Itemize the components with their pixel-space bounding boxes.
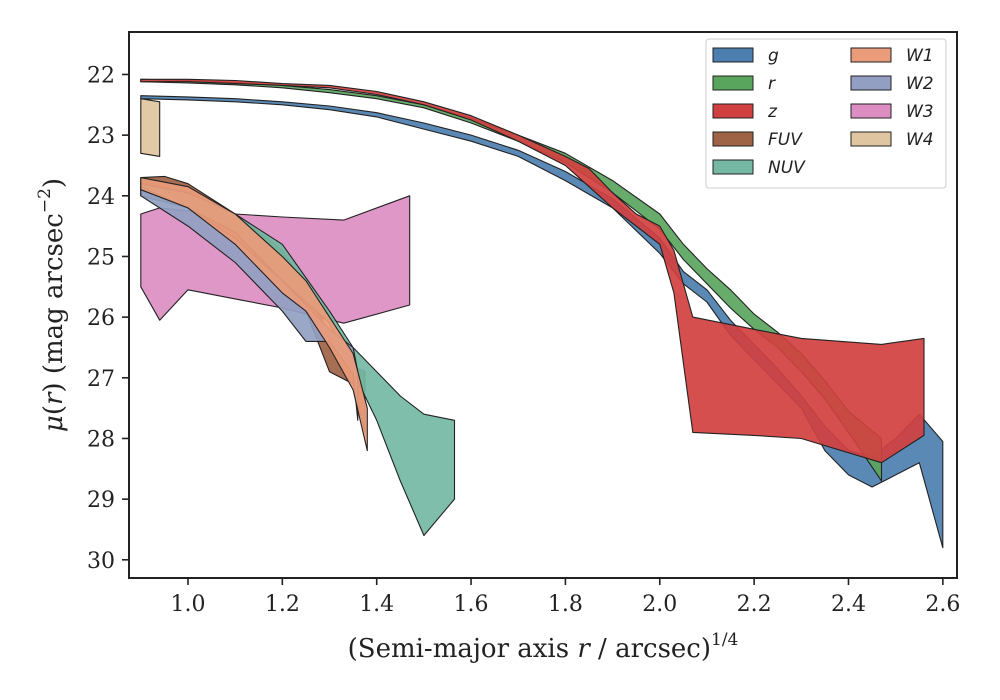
legend-label-NUV: NUV — [768, 158, 806, 178]
legend-label-W4: W4 — [906, 130, 934, 150]
legend-swatch-r — [712, 75, 754, 91]
series-band-W4 — [140, 98, 161, 157]
series-band-z — [140, 78, 925, 464]
legend-label-r: r — [768, 74, 776, 94]
x-tick-label: 1.2 — [265, 592, 300, 617]
legend-swatch-FUV — [712, 131, 754, 147]
series-band-W1 — [140, 177, 368, 452]
legend: grz FUV NUV W1 W2 W3 W4 — [705, 38, 947, 189]
y-tick-label: 30 — [87, 549, 115, 574]
series-band-g — [140, 95, 944, 549]
y-tick-label: 25 — [87, 245, 115, 270]
legend-label-W2: W2 — [906, 74, 934, 94]
y-tick-label: 22 — [87, 63, 115, 88]
x-tick-label: 2.2 — [737, 592, 772, 617]
legend-label-g: g — [768, 46, 779, 66]
x-axis-label: (Semi-major axis r / arcsec)1/4 — [348, 630, 739, 664]
legend-swatch-g — [712, 47, 754, 63]
y-tick-label: 23 — [87, 124, 115, 149]
y-tick-label: 26 — [87, 306, 115, 331]
x-tick-label: 2.6 — [925, 592, 960, 617]
plot-frame — [128, 31, 958, 579]
legend-swatch-W3 — [850, 103, 892, 119]
legend-label-W3: W3 — [906, 102, 934, 122]
x-tick-label: 1.6 — [454, 592, 489, 617]
legend-label-W1: W1 — [906, 46, 934, 66]
legend-swatch-z — [712, 103, 754, 119]
legend-swatch-NUV — [712, 159, 754, 175]
x-tick-label: 1.0 — [170, 592, 205, 617]
legend-label-z: z — [767, 102, 778, 122]
y-tick-label: 28 — [87, 427, 115, 452]
y-tick-label: 24 — [87, 185, 115, 210]
legend-swatch-W4 — [850, 131, 892, 147]
legend-swatch-W2 — [850, 75, 892, 91]
y-axis: 22 23 24 25 26 27 28 29 30 — [87, 63, 129, 574]
x-tick-label: 1.8 — [548, 592, 583, 617]
y-tick-label: 27 — [87, 367, 115, 392]
x-axis: 1.0 1.2 1.4 1.6 1.8 2.0 2.2 2.4 2.6 — [170, 578, 960, 617]
x-tick-label: 2.4 — [831, 592, 866, 617]
series-layer — [140, 78, 944, 549]
y-axis-label: μ(r) (mag arcsec−2) — [35, 178, 69, 432]
legend-label-FUV: FUV — [768, 130, 803, 150]
x-tick-label: 1.4 — [359, 592, 394, 617]
y-tick-label: 29 — [87, 488, 115, 513]
x-tick-label: 2.0 — [642, 592, 677, 617]
legend-swatch-W1 — [850, 47, 892, 63]
